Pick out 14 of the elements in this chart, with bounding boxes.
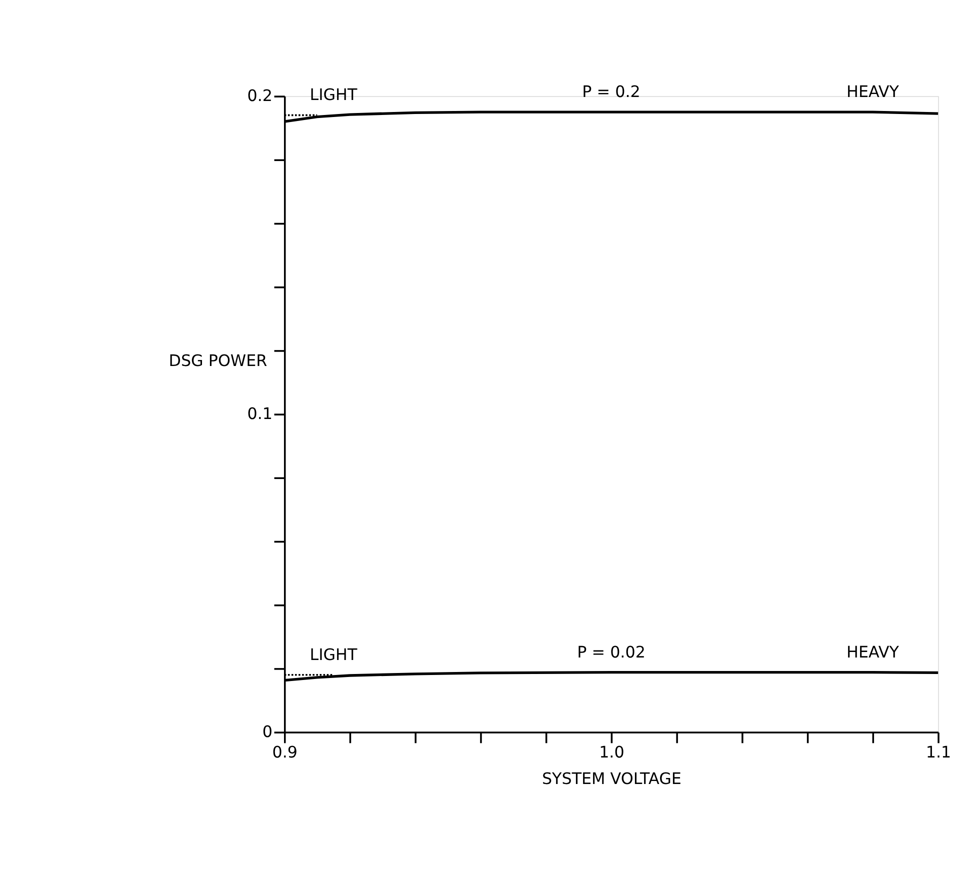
annotation: LIGHT [310, 644, 358, 664]
y-tick-label: 0 [262, 722, 273, 741]
x-tick-label: 0.9 [272, 742, 298, 762]
x-tick-label: 1.1 [926, 742, 952, 762]
y-axis-title: DSG POWER [168, 350, 268, 370]
annotation: P = 0.02 [577, 642, 646, 662]
annotation: P = 0.2 [582, 82, 640, 101]
y-tick-label: 0.1 [247, 404, 273, 423]
annotation: HEAVY [846, 82, 900, 101]
x-axis-title: SYSTEM VOLTAGE [542, 768, 682, 788]
x-tick-label: 1.0 [599, 742, 624, 762]
annotation: LIGHT [310, 85, 358, 104]
y-tick-label: 0.2 [247, 86, 273, 105]
annotation: HEAVY [846, 642, 900, 662]
